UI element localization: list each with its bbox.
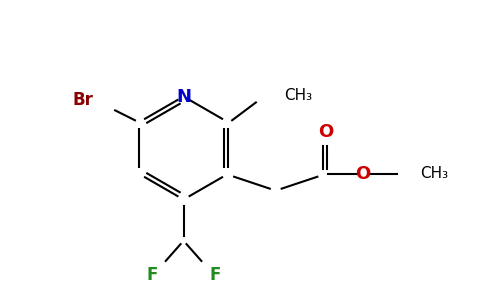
Text: Br: Br	[73, 92, 93, 110]
Text: CH₃: CH₃	[284, 88, 312, 103]
Text: O: O	[355, 165, 371, 183]
Text: O: O	[318, 123, 333, 141]
Text: CH₃: CH₃	[421, 166, 449, 181]
Text: N: N	[176, 88, 191, 106]
Text: F: F	[146, 266, 157, 284]
Text: F: F	[210, 266, 221, 284]
